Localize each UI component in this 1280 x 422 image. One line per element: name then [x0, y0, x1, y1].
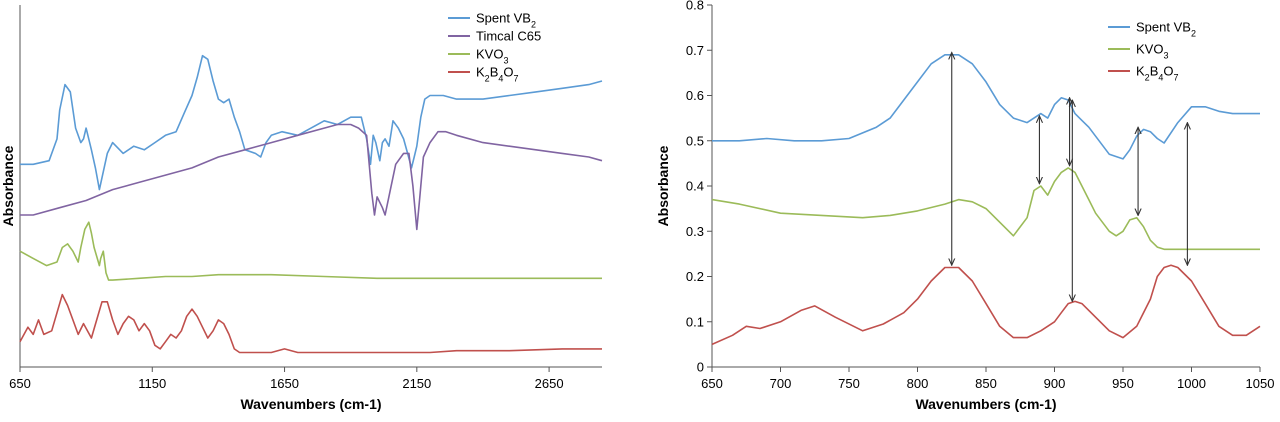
x-tick-label: 700 — [770, 376, 792, 391]
x-tick-label: 650 — [9, 376, 31, 391]
x-tick-label: 2150 — [402, 376, 431, 391]
left-ir-spectrum-chart: 650 1150 1650 2150 2650 Wavenumbers (cm-1) Abs… — [0, 5, 603, 412]
series-line-k2b4o7 — [19, 293, 602, 354]
series-line-k2b4o7 — [711, 264, 1261, 346]
legend-label: K2B4O7 — [1136, 64, 1179, 83]
x-tick-label: 900 — [1044, 376, 1066, 391]
x-tick-label: 750 — [838, 376, 860, 391]
x-axis-title: Wavenumbers (cm-1) — [240, 396, 381, 412]
series-line-kvo3 — [711, 167, 1260, 251]
legend-label: KVO3 — [1136, 42, 1168, 61]
x-tick-label: 800 — [907, 376, 929, 391]
y-tick-label: 0.4 — [686, 179, 704, 194]
y-tick-label: 0.2 — [686, 269, 704, 284]
y-tick-label: 0.7 — [686, 43, 704, 58]
x-tick-label: 2650 — [535, 376, 564, 391]
x-tick-label: 1650 — [270, 376, 299, 391]
legend-label: Spent VB2 — [476, 11, 536, 30]
y-tick-label: 0 — [697, 360, 704, 375]
series-line-kvo3 — [19, 221, 602, 281]
y-tick-label: 0.8 — [686, 0, 704, 13]
y-axis-title: Absorbance — [655, 145, 671, 226]
x-tick-label: 1050 — [1246, 376, 1275, 391]
legend-label: Spent VB2 — [1136, 20, 1196, 39]
y-tick-label: 0.6 — [686, 88, 704, 103]
legend-label: KVO3 — [476, 47, 508, 66]
y-axis-title: Absorbance — [0, 145, 16, 226]
x-tick-label: 650 — [701, 376, 723, 391]
series-line-timcal-c65 — [20, 123, 603, 231]
legend-label: Timcal C65 — [476, 29, 541, 44]
x-axis-title: Wavenumbers (cm-1) — [915, 396, 1056, 412]
x-tick-label: 1150 — [138, 376, 166, 391]
right-ir-spectrum-chart: 650 700 750 800 850 900 950 1000 1050 0 0.1 0.2 0.3 0… — [655, 0, 1274, 412]
legend-label: K2B4O7 — [476, 65, 519, 84]
x-tick-label: 950 — [1112, 376, 1134, 391]
y-tick-label: 0.1 — [686, 314, 704, 329]
series-line-spent-vb2 — [712, 53, 1260, 160]
y-tick-label: 0.5 — [686, 133, 704, 148]
y-tick-label: 0.3 — [686, 224, 704, 239]
x-tick-label: 850 — [975, 376, 997, 391]
x-tick-label: 1000 — [1177, 376, 1206, 391]
series-line-spent-vb2 — [20, 54, 603, 191]
legend: Spent VB2 KVO3 K2B4O7 — [1108, 20, 1196, 83]
